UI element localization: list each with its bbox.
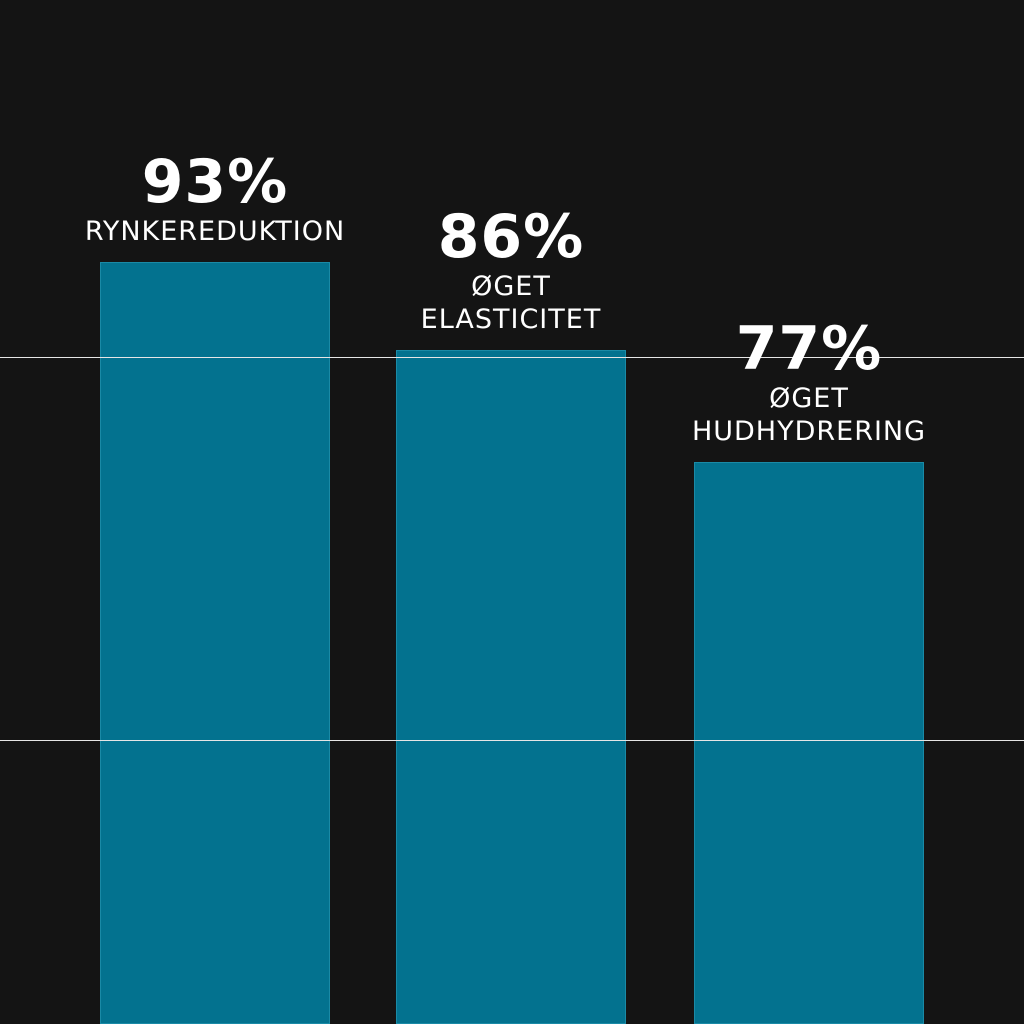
bar-3 xyxy=(694,462,924,1024)
bar-1 xyxy=(100,262,330,1024)
gridline xyxy=(0,740,1024,741)
gridline xyxy=(0,357,1024,358)
bar-2 xyxy=(396,349,626,1024)
bar-label-group: 77% ØGET HUDHYDRERING xyxy=(649,316,969,448)
category-label: ELASTICITET xyxy=(420,303,602,335)
category-label: ØGET xyxy=(471,270,551,302)
value-label: 86% xyxy=(437,201,585,272)
bar-label-group: 86% ØGET ELASTICITET xyxy=(351,204,671,336)
category-label: ØGET xyxy=(769,383,849,414)
value-label: 93% xyxy=(141,147,289,217)
value-label: 77% xyxy=(735,314,883,384)
category-label: HUDHYDRERING xyxy=(691,416,927,447)
category-label: RYNKEREDUKTION xyxy=(84,216,346,247)
bar-label-group: 93% RYNKEREDUKTION xyxy=(55,149,375,248)
